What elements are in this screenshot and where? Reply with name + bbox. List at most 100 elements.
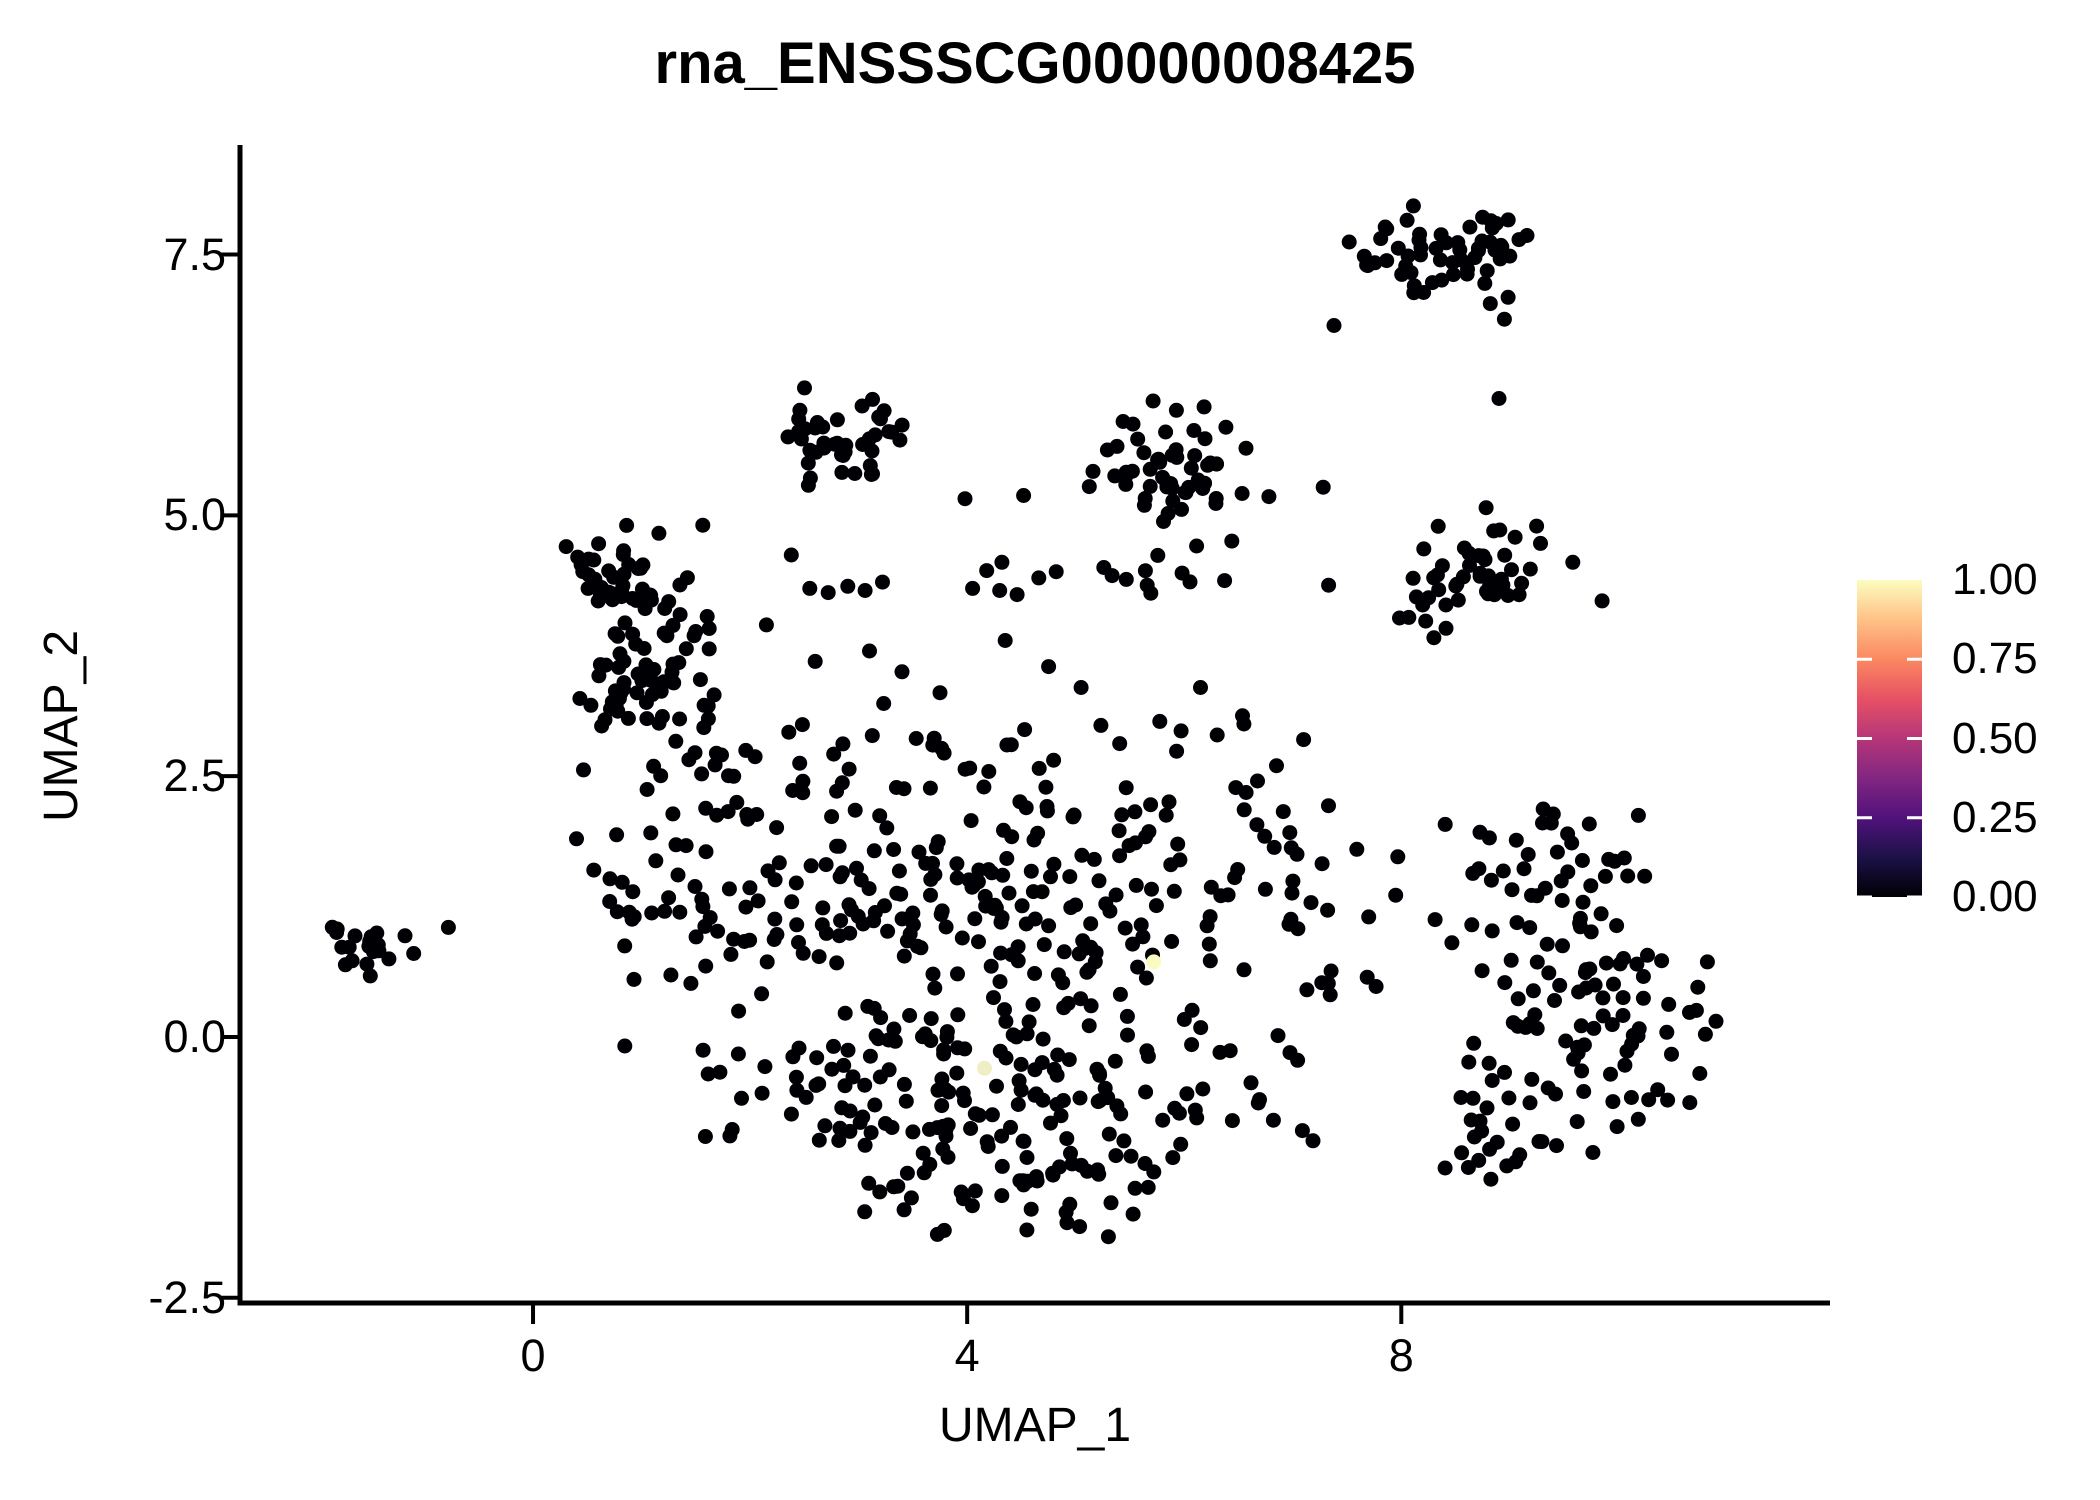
data-point [1118, 780, 1134, 796]
data-point [602, 871, 618, 887]
data-point [1361, 909, 1377, 925]
data-point [1508, 832, 1524, 848]
data-point [576, 762, 591, 778]
data-point [1202, 953, 1218, 969]
data-point [1283, 840, 1299, 856]
data-point [1179, 1086, 1195, 1102]
data-point [994, 910, 1010, 925]
data-point [1111, 823, 1127, 839]
data-point [922, 1156, 938, 1172]
x-axis-title: UMAP_1 [938, 1399, 1132, 1452]
data-point [788, 875, 804, 891]
data-point [1504, 562, 1519, 578]
data-point [341, 939, 357, 955]
data-point [1294, 1123, 1310, 1139]
data-point [1285, 873, 1301, 889]
data-point [1196, 399, 1212, 415]
data-point [1046, 752, 1062, 768]
data-point [1520, 847, 1536, 862]
data-point [1116, 1133, 1132, 1149]
data-point [871, 409, 887, 425]
data-point [1031, 760, 1047, 776]
data-point [708, 745, 724, 761]
data-point [820, 585, 836, 601]
data-point [872, 1184, 888, 1200]
data-point [1406, 278, 1422, 294]
data-point [767, 911, 783, 927]
data-point [1261, 489, 1277, 505]
data-point [1390, 849, 1406, 865]
data-point [661, 890, 677, 906]
data-point [857, 1077, 873, 1093]
data-point [1236, 716, 1252, 732]
data-point [1136, 497, 1152, 513]
data-point [1266, 839, 1282, 855]
data-point [672, 577, 688, 593]
data-point [1148, 898, 1164, 914]
data-point [698, 844, 714, 860]
data-point [1581, 816, 1597, 832]
data-point [1202, 455, 1218, 471]
data-point [1018, 916, 1034, 932]
data-point [731, 1003, 747, 1019]
data-point [569, 831, 584, 847]
data-point [886, 1021, 902, 1037]
data-point [861, 881, 877, 897]
data-point [750, 893, 766, 909]
data-point [1059, 1215, 1075, 1231]
data-point [1481, 830, 1497, 846]
data-point [1629, 956, 1645, 972]
data-point [1516, 861, 1532, 877]
data-point [1197, 431, 1213, 447]
data-point [1142, 461, 1158, 477]
data-point [905, 917, 921, 933]
data-point [1224, 533, 1240, 549]
data-point [1399, 212, 1415, 228]
data-point [1533, 535, 1548, 551]
data-point [1107, 1053, 1123, 1069]
data-point [1060, 995, 1076, 1011]
data-point [1156, 514, 1171, 529]
data-point [633, 560, 649, 576]
data-point [955, 1085, 971, 1101]
data-point [1427, 912, 1443, 928]
data-point [1021, 1014, 1037, 1030]
data-point [884, 1120, 900, 1135]
data-point [1430, 518, 1446, 534]
data-point [984, 865, 1000, 881]
data-point [362, 968, 378, 984]
data-point [754, 1085, 770, 1101]
data-point [963, 813, 979, 829]
data-point [1019, 1026, 1035, 1042]
data-point [1472, 568, 1488, 584]
data-point [1573, 1018, 1589, 1034]
data-point [1635, 990, 1651, 1006]
data-point [1236, 802, 1252, 818]
data-point [1015, 1133, 1031, 1149]
data-point [706, 687, 722, 703]
data-point [1174, 501, 1189, 517]
data-point [1534, 1134, 1550, 1150]
data-point [1141, 824, 1157, 840]
data-point [1195, 1081, 1211, 1097]
data-point [639, 711, 655, 727]
data-point [1140, 1179, 1156, 1195]
data-points-layer [324, 198, 1724, 1245]
data-point [949, 1065, 965, 1081]
data-point [616, 675, 632, 691]
data-point [818, 857, 834, 873]
data-point [1558, 1033, 1574, 1049]
data-point [1074, 847, 1090, 863]
data-point [1003, 737, 1019, 753]
data-point [1405, 198, 1421, 214]
data-point [694, 766, 710, 782]
data-point [829, 783, 845, 799]
data-point [1615, 1008, 1631, 1023]
data-point [1151, 451, 1167, 467]
data-point [784, 894, 800, 910]
data-point [1112, 986, 1128, 1002]
data-point [887, 1033, 903, 1049]
data-point [1026, 832, 1042, 848]
data-point [661, 594, 677, 610]
data-point [1184, 1037, 1200, 1053]
